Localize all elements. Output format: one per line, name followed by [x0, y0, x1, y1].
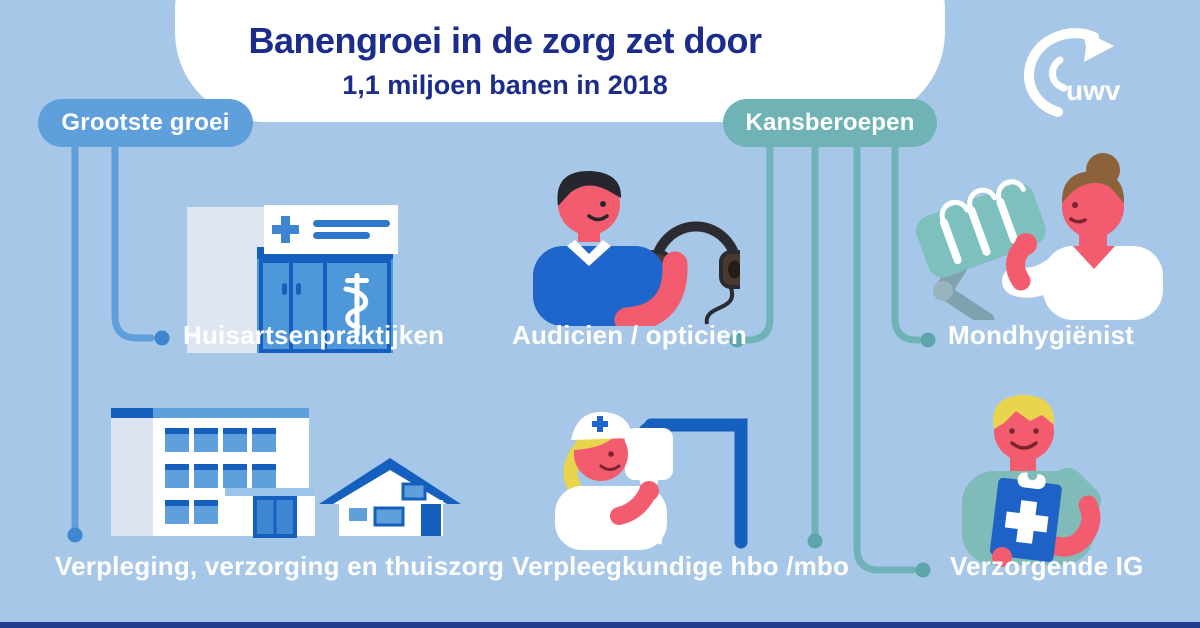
- gp-practice-storefront-icon: [187, 205, 398, 353]
- dental-hygienist-icon: [915, 153, 1163, 320]
- logo-swoosh: [1024, 28, 1099, 117]
- pharmacy-sign: [264, 205, 398, 254]
- connector-audicien: [743, 143, 774, 344]
- label-mondhygienist: Mondhygiënist: [948, 320, 1135, 350]
- label-huisartsenpraktijken: Huisartsenpraktijken: [183, 320, 445, 350]
- badge-kansberoepen-label: Kansberoepen: [745, 109, 915, 136]
- logo-arrowhead: [1082, 30, 1114, 62]
- uwv-logo: uwv: [1024, 28, 1121, 117]
- care-buildings-icon: [111, 408, 461, 538]
- connector-huisartsen: [111, 143, 155, 342]
- badge-grootste-groei-label: Grootste groei: [61, 109, 230, 136]
- logo-text: uwv: [1066, 75, 1121, 106]
- connector-dot: [807, 533, 823, 549]
- page-title: Banengroei in de zorg zet door: [248, 20, 762, 61]
- house: [319, 458, 461, 536]
- connector-dot: [915, 562, 931, 578]
- storefront-doors: [259, 259, 391, 353]
- connector-dot: [67, 527, 83, 543]
- connector-dot: [920, 332, 936, 348]
- clipboard: [989, 470, 1062, 562]
- label-verpleegkundige-hbo-mbo: Verpleegkundige hbo /mbo: [512, 551, 850, 581]
- care-home-building: [111, 408, 315, 538]
- badge-kansberoepen: Kansberoepen: [723, 99, 937, 147]
- caregiver-with-clipboard-icon: [962, 395, 1101, 567]
- nurse-with-iv-icon: [555, 411, 748, 550]
- label-audicien-opticien: Audicien / opticien: [512, 320, 747, 350]
- bottom-bar: [0, 622, 1200, 628]
- logo-inner-hook: [1049, 56, 1068, 92]
- label-verpleging-verzorging-thuiszorg: Verpleging, verzorging en thuiszorg: [55, 551, 505, 581]
- label-verzorgende-ig: Verzorgende IG: [950, 551, 1144, 581]
- man-holding-headphones-icon: [533, 170, 740, 326]
- badge-grootste-groei: Grootste groei: [38, 99, 253, 147]
- connector-dot: [154, 330, 170, 346]
- header: Banengroei in de zorg zet door 1,1 miljo…: [175, 20, 835, 101]
- connector-mond: [891, 143, 922, 344]
- connector-verzorgende: [853, 143, 917, 574]
- asclepius-staff-icon: [343, 273, 369, 337]
- page-subtitle: 1,1 miljoen banen in 2018: [342, 69, 668, 100]
- connector-dot: [729, 332, 745, 348]
- instrument-tray: [915, 179, 1046, 278]
